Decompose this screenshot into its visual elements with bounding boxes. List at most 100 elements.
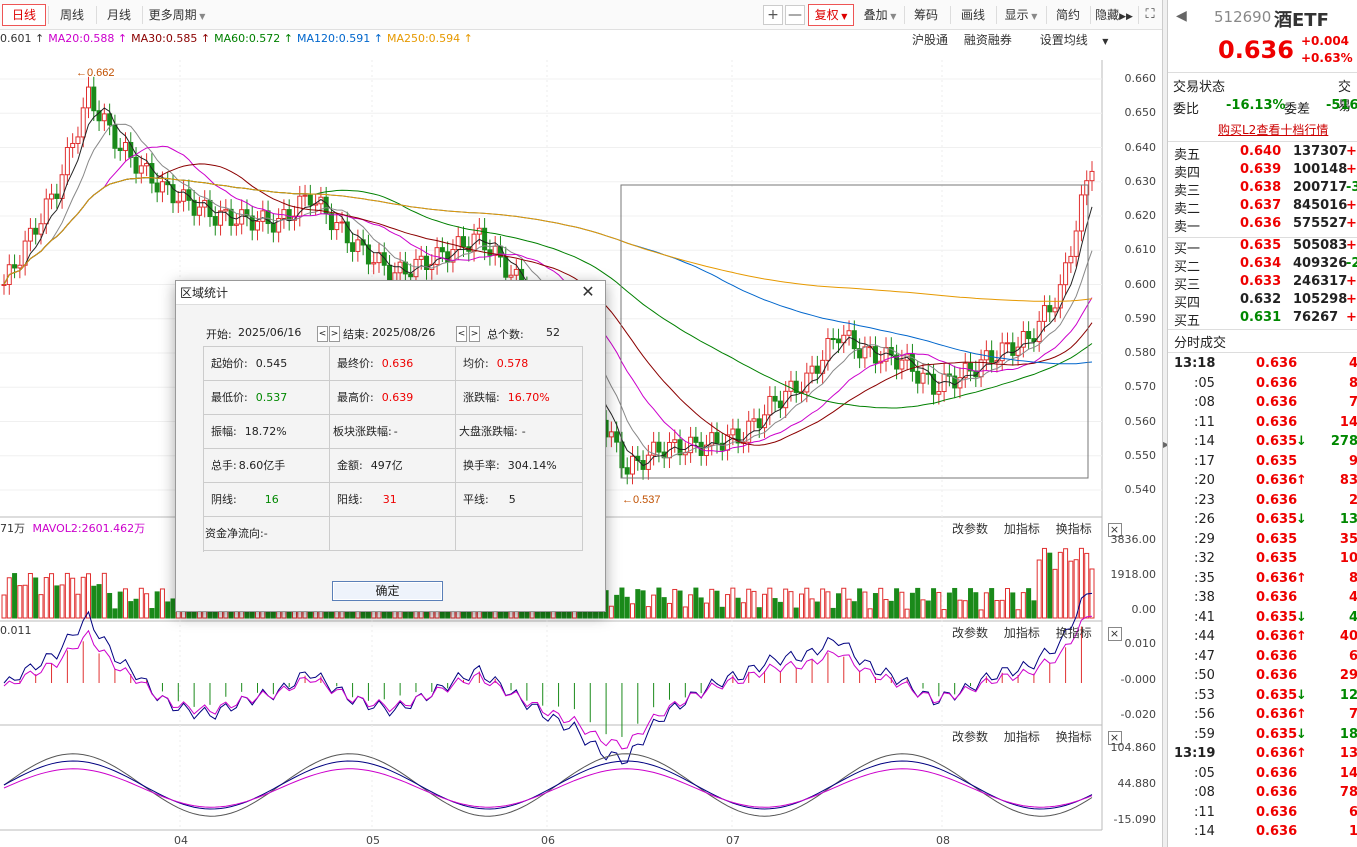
add-indicator-button[interactable]: 加指标 xyxy=(1003,626,1040,640)
candle-body xyxy=(1004,342,1010,345)
level-change: + xyxy=(1346,144,1357,159)
candle-body xyxy=(122,142,128,152)
start-prev-button[interactable]: < xyxy=(317,326,328,342)
panel-splitter[interactable]: ▶ xyxy=(1162,0,1169,847)
volume-bar xyxy=(762,593,768,619)
chips-button[interactable]: 筹码 xyxy=(913,8,938,22)
zoom-out-button[interactable]: — xyxy=(785,5,805,25)
candle-body xyxy=(931,373,937,395)
zoom-in-button[interactable]: + xyxy=(763,5,783,25)
kdj-d-line xyxy=(3,768,1093,808)
kline-chart-area[interactable]: ←0.662 ←0.537 xyxy=(0,0,1162,847)
display-dropdown[interactable]: 显示 ▼ xyxy=(998,4,1044,26)
candle-body xyxy=(735,428,741,444)
candle-body xyxy=(814,365,820,374)
candle-body xyxy=(75,136,81,144)
final-label: 最终价: xyxy=(337,357,374,370)
amp-cell: 振幅: 18.72% xyxy=(204,415,330,449)
volume-bar xyxy=(1020,592,1026,619)
candle-body xyxy=(365,244,371,265)
down-arrow-icon: ↓ xyxy=(1296,609,1307,625)
set-ma-button[interactable]: 设置均线 ▼ xyxy=(1028,33,1109,47)
candle-body xyxy=(915,370,921,384)
add-indicator-button[interactable]: 加指标 xyxy=(1003,522,1040,536)
level-change: + xyxy=(1346,162,1357,177)
candle-body xyxy=(751,418,757,422)
fullscreen-icon[interactable]: ⛶ xyxy=(1145,7,1155,22)
level-volume: 76267 xyxy=(1293,310,1339,325)
end-next-button[interactable]: > xyxy=(469,326,480,342)
volume-bar xyxy=(1052,568,1058,619)
volume-bar xyxy=(698,597,704,619)
tick-time: :05 xyxy=(1194,375,1215,391)
hgt-button[interactable]: 沪股通 xyxy=(912,33,949,47)
candle-body xyxy=(1047,305,1053,313)
macd-dea-line xyxy=(3,615,1093,750)
restore-rights-dropdown[interactable]: 复权 ▼ xyxy=(808,4,854,26)
collapse-arrow-icon[interactable]: ▶ xyxy=(1163,440,1169,449)
dialog-title: 区域统计 xyxy=(176,281,605,305)
candle-body xyxy=(651,441,657,456)
candle-body xyxy=(1078,194,1084,232)
draw-line-button[interactable]: 画线 xyxy=(960,8,985,22)
period-monthly-tab[interactable]: 月线 xyxy=(106,8,131,22)
volume-bar xyxy=(112,608,118,619)
volume-bar xyxy=(909,592,915,619)
start-next-button[interactable]: > xyxy=(329,326,340,342)
candle-body xyxy=(138,165,144,174)
l2-upgrade-link[interactable]: 购买L2查看十档行情 xyxy=(1218,123,1329,137)
close-icon[interactable]: × xyxy=(1107,730,1122,745)
close-icon[interactable]: ✕ xyxy=(581,282,595,301)
candle-body xyxy=(1073,230,1079,257)
volume-bar xyxy=(772,598,778,619)
change-params-button[interactable]: 改参数 xyxy=(952,626,989,640)
candle-body xyxy=(54,193,60,199)
end-prev-button[interactable]: < xyxy=(456,326,467,342)
volume-bar xyxy=(1041,547,1047,619)
switch-indicator-button[interactable]: 换指标 xyxy=(1055,730,1092,744)
tick-row: :44 0.636 ↑ 40 xyxy=(1168,629,1357,647)
add-indicator-button[interactable]: 加指标 xyxy=(1003,730,1040,744)
close-icon[interactable]: × xyxy=(1107,626,1122,641)
tick-volume: 8 xyxy=(1348,570,1357,586)
candle-body xyxy=(181,189,187,202)
candle-body xyxy=(33,227,39,235)
order-book-row: 卖一 0.636 575527+95 xyxy=(1168,216,1357,235)
candle-body xyxy=(101,113,107,122)
switch-indicator-button[interactable]: 换指标 xyxy=(1055,522,1092,536)
confirm-button[interactable]: 确定 xyxy=(332,581,443,601)
simple-mode-button[interactable]: 简约 xyxy=(1055,8,1080,22)
up-arrow-icon: ↑ xyxy=(1296,746,1307,761)
change-params-button[interactable]: 改参数 xyxy=(952,730,989,744)
candle-body xyxy=(397,261,403,274)
tick-row: :14 0.635 ↓ 278 xyxy=(1168,434,1357,452)
candle-body xyxy=(1063,262,1069,286)
period-daily-tab[interactable]: 日线 xyxy=(2,4,46,26)
period-weekly-tab[interactable]: 周线 xyxy=(59,8,84,22)
volume-bar xyxy=(799,593,805,619)
margin-trading-button[interactable]: 融资融券 xyxy=(963,33,1012,47)
change-params-button[interactable]: 改参数 xyxy=(952,522,989,536)
high-cell: 最高价: 0.639 xyxy=(330,381,456,415)
volume-bar xyxy=(1010,592,1016,619)
start-label: 开始: xyxy=(206,328,232,341)
candle-body xyxy=(439,247,445,253)
empty-cell xyxy=(456,517,583,551)
axis-tick-label: -0.020 xyxy=(1120,708,1156,721)
volume-bar xyxy=(936,591,942,619)
hide-panel-button[interactable]: 隐藏▶▶ xyxy=(1092,4,1136,26)
back-arrow-icon[interactable]: ◀ xyxy=(1176,8,1187,24)
volume-bar xyxy=(133,598,139,619)
more-periods-dropdown[interactable]: 更多周期 ▼ xyxy=(143,4,211,26)
volume-bar xyxy=(1015,609,1021,619)
close-icon[interactable]: × xyxy=(1107,522,1122,537)
amt-cell: 金额: 497亿 xyxy=(330,449,456,483)
start-date: 2025/06/16 xyxy=(238,326,302,339)
volume-bar xyxy=(645,606,651,619)
candle-body xyxy=(191,199,197,216)
candle-body xyxy=(820,359,826,374)
high-value: 0.639 xyxy=(381,391,414,404)
overlay-dropdown[interactable]: 叠加 ▼ xyxy=(858,4,902,26)
candle-body xyxy=(117,147,123,152)
switch-indicator-button[interactable]: 换指标 xyxy=(1055,626,1092,640)
